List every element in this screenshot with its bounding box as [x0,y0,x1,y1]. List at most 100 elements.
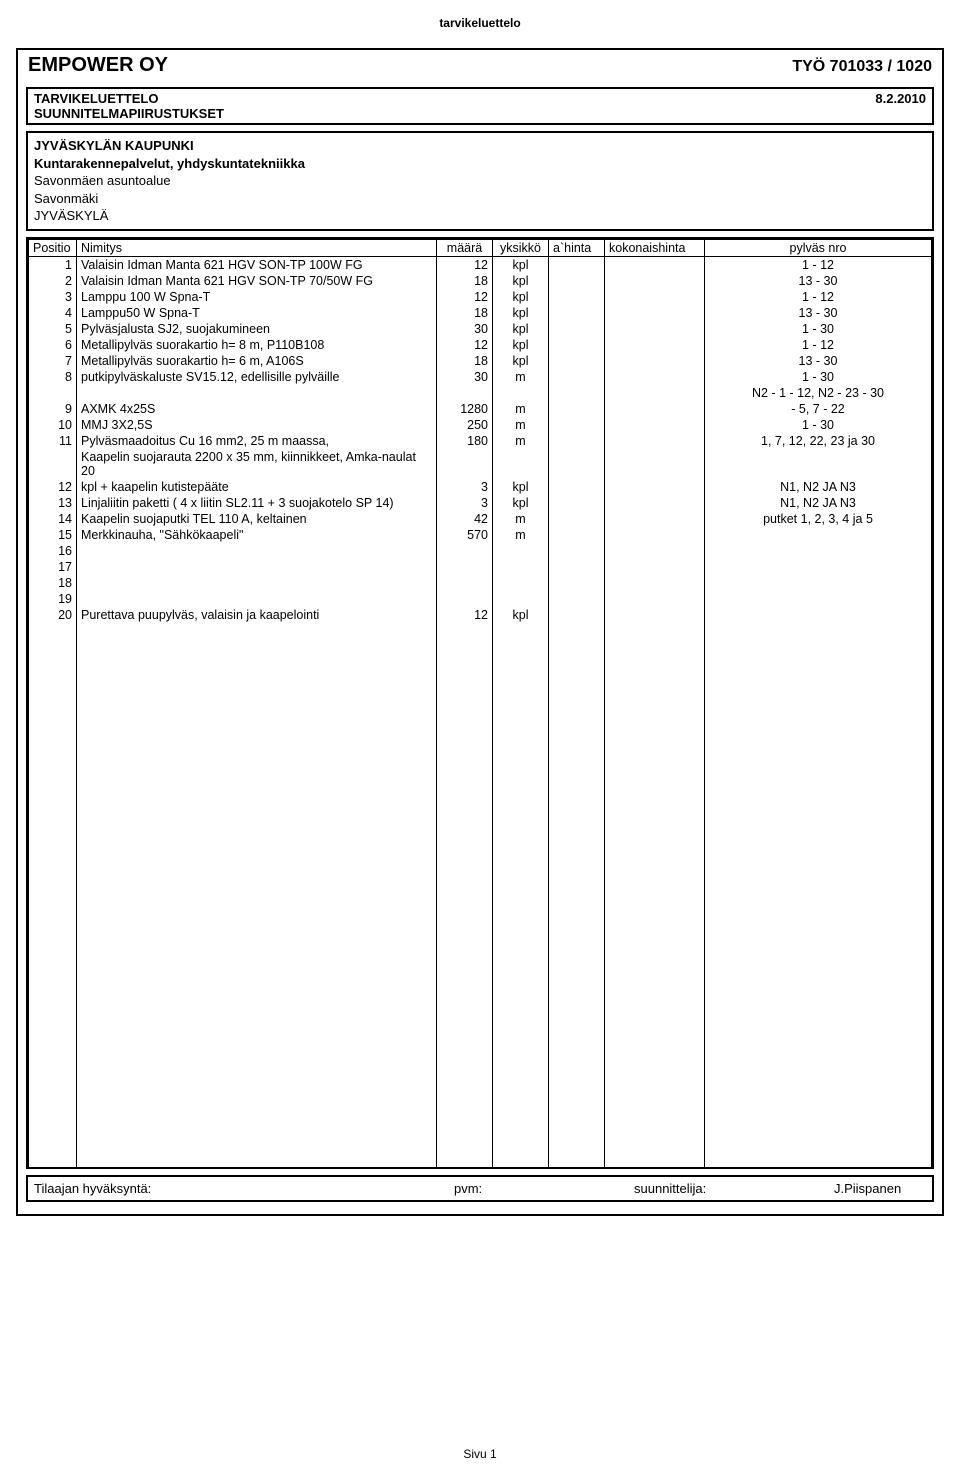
table-row: 18 [29,575,932,591]
table-cell [437,719,493,735]
table-cell: 18 [29,575,77,591]
table-cell: 13 - 30 [705,305,932,321]
table-cell [549,783,605,799]
table-cell [437,623,493,639]
table-cell [29,799,77,815]
table-cell [605,1103,705,1119]
table-cell [29,783,77,799]
table-cell [437,911,493,927]
table-cell [705,847,932,863]
col-maara: määrä [437,239,493,256]
table-cell [549,1039,605,1055]
table-cell [549,863,605,879]
footer-designer-label: suunnittelija: [634,1181,834,1196]
table-cell [549,767,605,783]
table-cell: 1, 7, 12, 22, 23 ja 30 [705,433,932,449]
table-row-empty [29,831,932,847]
table-cell [549,751,605,767]
table-cell [605,735,705,751]
table-cell [437,815,493,831]
table-cell [29,959,77,975]
table-cell: 16 [29,543,77,559]
table-cell [493,735,549,751]
table-cell [437,703,493,719]
table-cell [705,783,932,799]
table-cell [549,927,605,943]
table-cell [549,479,605,495]
table-cell [77,959,437,975]
table-cell [77,1087,437,1103]
info-line-2: Kuntarakennepalvelut, yhdyskuntatekniikk… [34,155,926,173]
table-cell [437,559,493,575]
table-cell [605,305,705,321]
table-row-empty [29,959,932,975]
table-cell [549,401,605,417]
table-cell [77,783,437,799]
table-cell [493,943,549,959]
table-cell [605,256,705,273]
table-cell: Valaisin Idman Manta 621 HGV SON-TP 70/5… [77,273,437,289]
table-cell [493,1039,549,1055]
table-cell [493,1007,549,1023]
table-cell [493,1103,549,1119]
job-number: TYÖ 701033 / 1020 [792,58,932,76]
table-cell [605,1071,705,1087]
table-cell [493,911,549,927]
table-cell [549,1023,605,1039]
table-cell [549,353,605,369]
table-cell [705,1087,932,1103]
table-cell [77,895,437,911]
table-cell [705,1055,932,1071]
table-cell [705,831,932,847]
table-cell [493,1023,549,1039]
table-cell [437,991,493,1007]
table-cell [437,385,493,401]
table-cell [77,655,437,671]
table-cell [77,863,437,879]
table-cell [437,1071,493,1087]
table-row: 19 [29,591,932,607]
table-cell [493,543,549,559]
table-cell: kpl [493,305,549,321]
table-cell [549,943,605,959]
table-cell: 11 [29,433,77,449]
table-cell [493,1119,549,1135]
table-cell [437,1103,493,1119]
table-cell [605,433,705,449]
table-cell [77,623,437,639]
table-cell: kpl [493,479,549,495]
info-line-3: Savonmäen asuntoalue [34,172,926,190]
table-cell [605,991,705,1007]
table-cell [605,575,705,591]
table-body: 1Valaisin Idman Manta 621 HGV SON-TP 100… [29,256,932,1167]
table-cell [29,1119,77,1135]
table-cell [549,559,605,575]
table-row: 20Purettava puupylväs, valaisin ja kaape… [29,607,932,623]
table-cell [605,927,705,943]
table-row-empty [29,927,932,943]
col-yksikko: yksikkö [493,239,549,256]
table-cell [77,751,437,767]
table-row: 7Metallipylväs suorakartio h= 6 m, A106S… [29,353,932,369]
table-cell [29,385,77,401]
table-cell: kpl [493,607,549,623]
table-cell [549,703,605,719]
top-label: tarvikeluettelo [16,16,944,30]
table-cell [605,831,705,847]
table-cell [493,863,549,879]
table-row-empty [29,1071,932,1087]
table-cell [29,449,77,479]
table-cell [605,719,705,735]
table-cell: Purettava puupylväs, valaisin ja kaapelo… [77,607,437,623]
table-cell [549,815,605,831]
table-cell [605,703,705,719]
table-cell [493,895,549,911]
table-cell [549,639,605,655]
table-cell [605,751,705,767]
table-cell [437,575,493,591]
table-row: 17 [29,559,932,575]
table-cell: 8 [29,369,77,385]
table-cell: Lamppu50 W Spna-T [77,305,437,321]
table-row: 15Merkkinauha, "Sähkökaapeli"570m [29,527,932,543]
table-cell [605,337,705,353]
